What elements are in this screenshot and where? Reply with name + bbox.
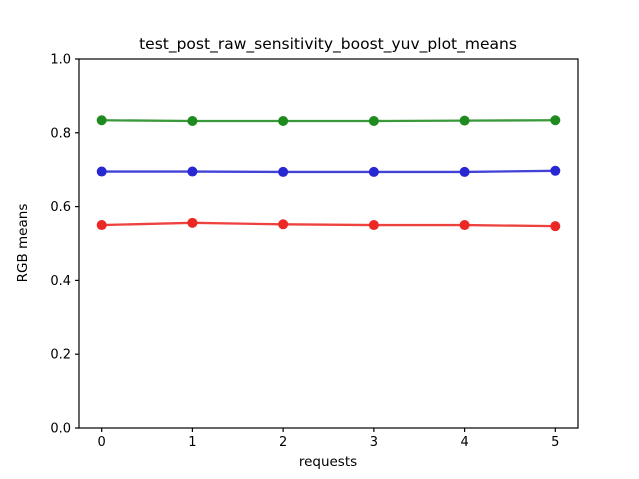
x-tick-label: 3: [370, 435, 378, 450]
x-axis-label: requests: [299, 454, 357, 470]
x-tick-label: 1: [188, 435, 196, 450]
chart-title: test_post_raw_sensitivity_boost_yuv_plot…: [139, 35, 517, 54]
plot-area: 0 1 2 3 4 5 0.0 0.2 0.4 0.6 0.8 1.0: [50, 53, 579, 450]
x-tick-label: 4: [460, 435, 468, 450]
axes-frame: [78, 58, 579, 429]
series-path-green-line: [100, 119, 557, 123]
series-marker-blue-line: [278, 166, 289, 177]
x-tick-label: 0: [98, 435, 106, 450]
series-marker-green-line: [550, 115, 561, 126]
y-tick-label: 0.8: [50, 126, 71, 141]
series-marker-red-line: [187, 217, 198, 228]
series-marker-red-line: [96, 220, 107, 231]
series-marker-red-line: [368, 220, 379, 231]
y-tick-label: 0.4: [50, 274, 71, 289]
series-marker-green-line: [187, 115, 198, 126]
y-tick-label: 0.2: [50, 348, 71, 363]
series-marker-blue-line: [368, 166, 379, 177]
series-marker-red-line: [278, 219, 289, 230]
x-tick-label: 2: [279, 435, 287, 450]
series-marker-red-line: [459, 220, 470, 231]
series-marker-green-line: [96, 115, 107, 126]
series-path-blue-line: [100, 169, 557, 174]
series-marker-blue-line: [550, 165, 561, 176]
series-marker-blue-line: [96, 166, 107, 177]
series-marker-blue-line: [459, 166, 470, 177]
series-marker-red-line: [550, 221, 561, 232]
y-tick-label: 0.6: [50, 200, 71, 215]
series-marker-green-line: [278, 115, 289, 126]
series-marker-green-line: [368, 115, 379, 126]
series-marker-green-line: [459, 115, 470, 126]
series-marker-blue-line: [187, 166, 198, 177]
x-tick-label: 5: [551, 435, 559, 450]
series-path-red-line: [100, 221, 557, 228]
y-tick-label: 0.0: [50, 422, 71, 437]
y-tick-label: 1.0: [50, 53, 71, 68]
y-axis-label: RGB means: [15, 204, 31, 283]
